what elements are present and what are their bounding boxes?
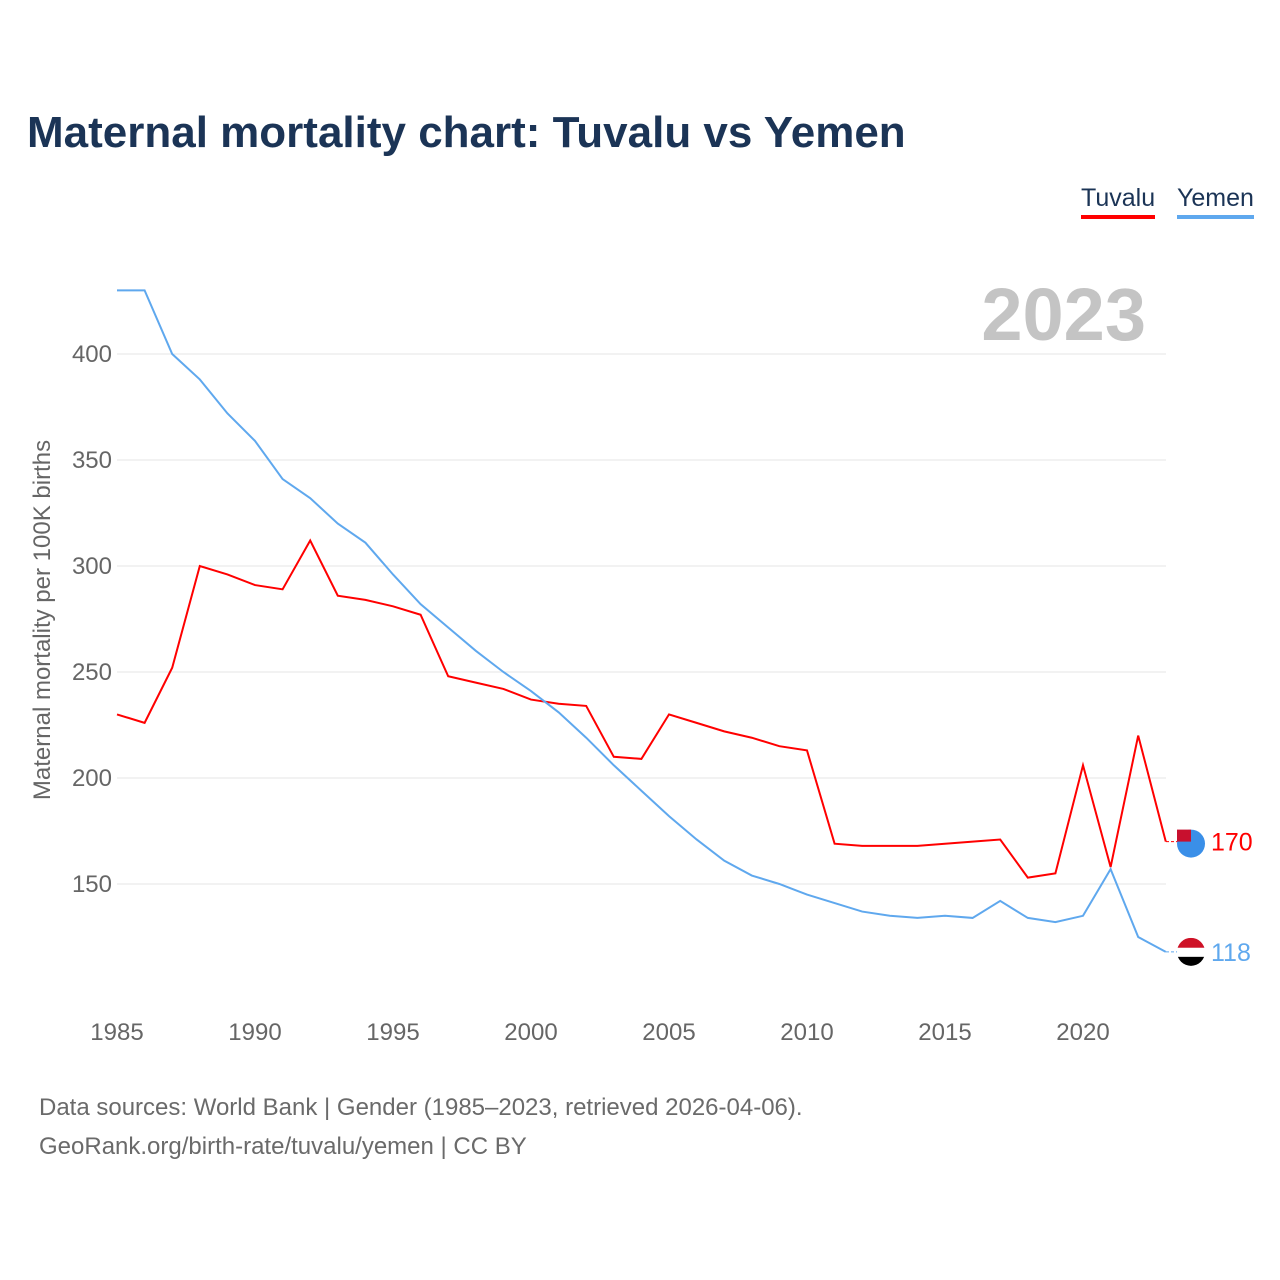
series-line-yemen xyxy=(117,289,1167,953)
source-note: Data sources: World Bank | Gender (1985–… xyxy=(39,1088,803,1166)
flag-yemen-icon xyxy=(1177,937,1205,966)
source-line-1: Data sources: World Bank | Gender (1985–… xyxy=(39,1094,803,1121)
y-tick-label: 200 xyxy=(72,765,112,792)
end-value-label: 118 xyxy=(1211,939,1251,967)
chart-title: Maternal mortality chart: Tuvalu vs Yeme… xyxy=(27,108,906,157)
x-tick-label: 2005 xyxy=(642,1019,695,1046)
y-tick-label: 300 xyxy=(72,553,112,580)
legend-tuvalu[interactable]: Tuvalu xyxy=(1081,184,1156,219)
y-tick-label: 350 xyxy=(72,447,112,474)
x-tick-label: 1995 xyxy=(366,1019,419,1046)
flag-red xyxy=(1177,937,1205,948)
year-label: 2023 xyxy=(981,273,1146,356)
x-tick-label: 2010 xyxy=(780,1019,833,1046)
y-tick-label: 400 xyxy=(72,341,112,368)
flag-canton xyxy=(1177,829,1191,842)
x-tick-label: 1985 xyxy=(90,1019,143,1046)
x-tick-label: 1990 xyxy=(228,1019,281,1046)
x-tick-label: 2015 xyxy=(918,1019,971,1046)
flag-black xyxy=(1177,956,1205,966)
legend-yemen[interactable]: Yemen xyxy=(1177,184,1254,219)
x-tick-label: 2000 xyxy=(504,1019,557,1046)
end-value-label: 170 xyxy=(1211,829,1253,857)
series-line-tuvalu xyxy=(116,538,1167,879)
x-tick-label: 2020 xyxy=(1056,1019,1109,1046)
source-line-2[interactable]: GeoRank.org/birth-rate/tuvalu/yemen | CC… xyxy=(39,1133,527,1160)
y-axis-label: Maternal mortality per 100K births xyxy=(29,440,56,800)
flag-tuvalu-icon xyxy=(1177,829,1205,858)
y-tick-label: 250 xyxy=(72,659,112,686)
flag-white xyxy=(1177,947,1205,957)
y-tick-label: 150 xyxy=(72,871,112,898)
